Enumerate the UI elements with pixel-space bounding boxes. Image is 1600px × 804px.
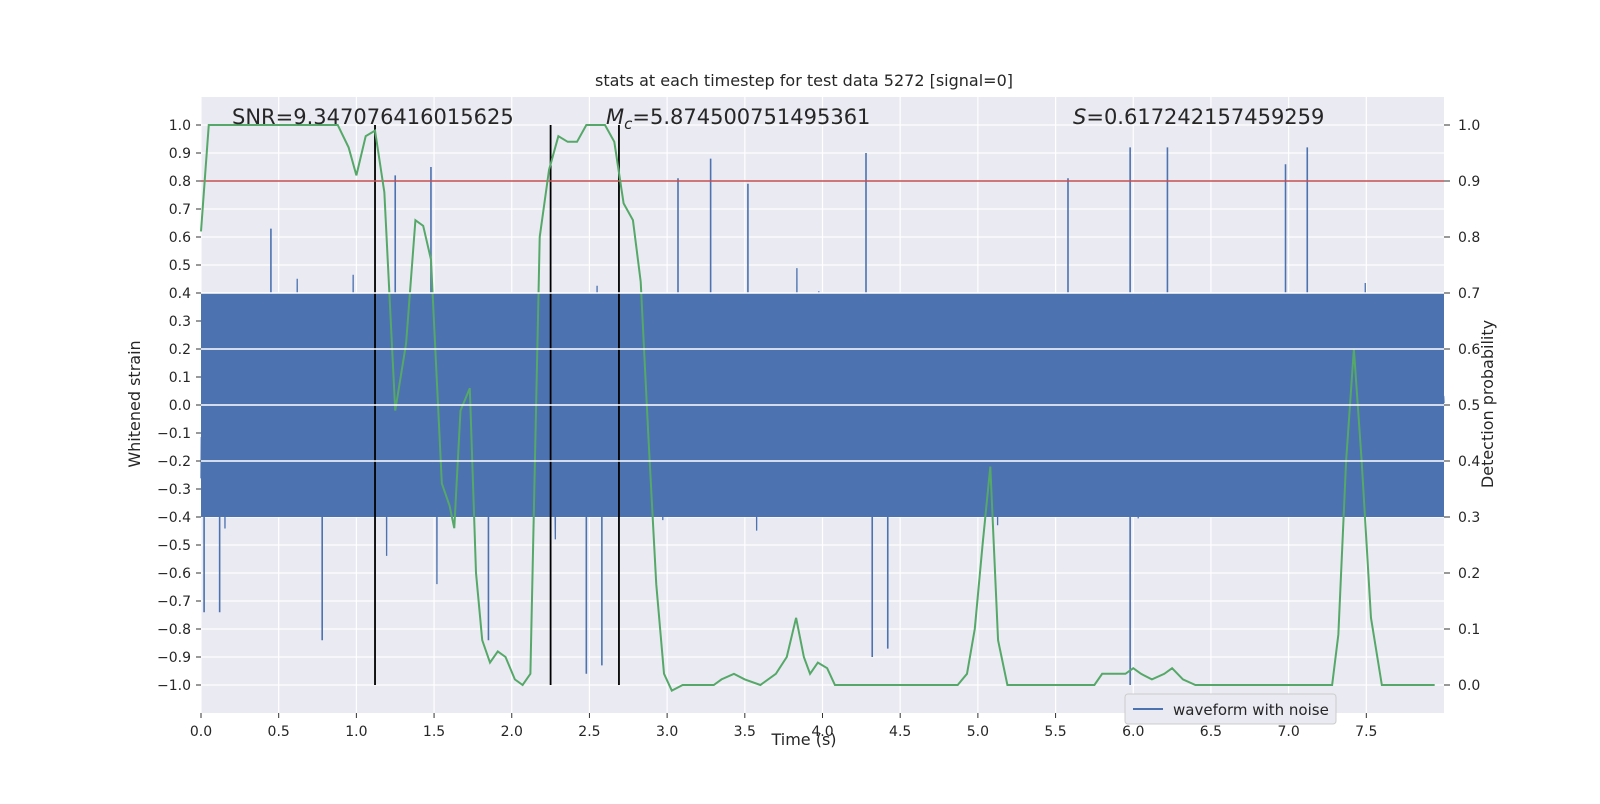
x-tick-label: 3.0	[656, 724, 678, 740]
y-axis-left-label: Whitened strain	[125, 340, 144, 467]
x-tick-label: 5.0	[967, 724, 989, 740]
legend-box	[1124, 693, 1337, 725]
annotation-mc-value: =5.874500751495361	[632, 105, 870, 129]
x-tick-label: 7.0	[1277, 724, 1299, 740]
x-axis-label: Time (s)	[770, 730, 836, 749]
y-left-tick-label: −0.9	[157, 650, 191, 666]
y-left-tick-label: 0.6	[169, 230, 191, 246]
x-tick-label: 2.5	[578, 724, 600, 740]
right-axis-grid-lines	[201, 292, 1444, 462]
x-tick-label: 1.5	[423, 724, 445, 740]
y-left-tick-label: 0.8	[169, 174, 191, 190]
chart-title: stats at each timestep for test data 527…	[595, 71, 1013, 90]
annotation-snr: SNR=9.347076416015625	[232, 105, 514, 129]
annotation-mc-symbol: M	[606, 105, 624, 129]
y-axis-left-ticks: 1.0 0.9 0.8 0.7 0.6 0.5 0.4 0.3 0.2 0.1 0.0 −0.1 −0.…	[157, 118, 201, 694]
y-left-tick-label: −0.5	[157, 538, 191, 554]
y-right-tick-label: 0.0	[1458, 678, 1480, 694]
y-right-tick-label: 0.9	[1458, 174, 1480, 190]
y-left-tick-label: −0.6	[157, 566, 191, 582]
x-tick-label: 4.0	[811, 724, 833, 740]
y-left-tick-label: −0.4	[157, 510, 191, 526]
annotation-s-value: =0.617242157459259	[1086, 105, 1324, 129]
y-right-tick-label: 0.8	[1458, 230, 1480, 246]
series-detection-probability	[200, 124, 1435, 692]
y-left-tick-label: 1.0	[169, 118, 191, 134]
x-tick-label: 1.0	[345, 724, 367, 740]
y-right-tick-label: 0.6	[1458, 342, 1480, 358]
y-left-tick-label: 0.0	[169, 398, 191, 414]
y-right-tick-label: 0.4	[1458, 454, 1480, 470]
annotation-mc-subscript: c	[624, 115, 633, 133]
y-left-tick-label: −0.1	[157, 426, 191, 442]
y-axis-right-label: Detection probability	[1478, 320, 1497, 488]
y-left-tick-label: −0.3	[157, 482, 191, 498]
x-tick-label: 6.5	[1200, 724, 1222, 740]
y-right-tick-label: 0.2	[1458, 566, 1480, 582]
y-right-tick-label: 1.0	[1458, 118, 1480, 134]
y-right-tick-label: 0.5	[1458, 398, 1480, 414]
y-left-tick-label: 0.7	[169, 202, 191, 218]
x-tick-label: 5.5	[1044, 724, 1066, 740]
y-left-tick-label: 0.4	[169, 286, 191, 302]
x-tick-label: 4.5	[889, 724, 911, 740]
x-tick-label: 6.0	[1122, 724, 1144, 740]
x-axis-ticks: 0.0 0.5 1.0 1.5 2.0 2.5 3.0 3.5 4.0 4.5 5.0 5.5 6.0 6…	[190, 713, 1377, 740]
y-left-tick-label: 0.5	[169, 258, 191, 274]
x-tick-label: 0.5	[268, 724, 290, 740]
y-left-tick-label: 0.1	[169, 370, 191, 386]
y-right-tick-label: 0.1	[1458, 622, 1480, 638]
y-left-tick-label: 0.3	[169, 314, 191, 330]
series-line-detection-probability	[200, 124, 1435, 692]
y-axis-right-ticks: 1.0 0.9 0.8 0.7 0.6 0.5 0.4 0.3 0.2 0.1 0.0	[1444, 118, 1480, 694]
y-left-tick-label: 0.9	[169, 146, 191, 162]
y-left-tick-label: 0.2	[169, 342, 191, 358]
x-tick-label: 7.5	[1355, 724, 1377, 740]
y-left-tick-label: −0.7	[157, 594, 191, 610]
annotation-s-symbol: S	[1073, 105, 1086, 129]
legend-label: waveform with noise	[1173, 701, 1329, 719]
y-left-tick-label: −0.8	[157, 622, 191, 638]
annotation-s: S=0.617242157459259	[1073, 105, 1324, 129]
y-right-tick-label: 0.7	[1458, 286, 1480, 302]
x-tick-label: 3.5	[734, 724, 756, 740]
annotation-mc: Mc=5.874500751495361	[606, 105, 870, 133]
y-left-tick-label: −0.2	[157, 454, 191, 470]
x-tick-label: 2.0	[501, 724, 523, 740]
legend: waveform with noise	[1124, 693, 1337, 725]
y-left-tick-label: −1.0	[157, 678, 191, 694]
x-tick-label: 0.0	[190, 724, 212, 740]
y-right-tick-label: 0.3	[1458, 510, 1480, 526]
